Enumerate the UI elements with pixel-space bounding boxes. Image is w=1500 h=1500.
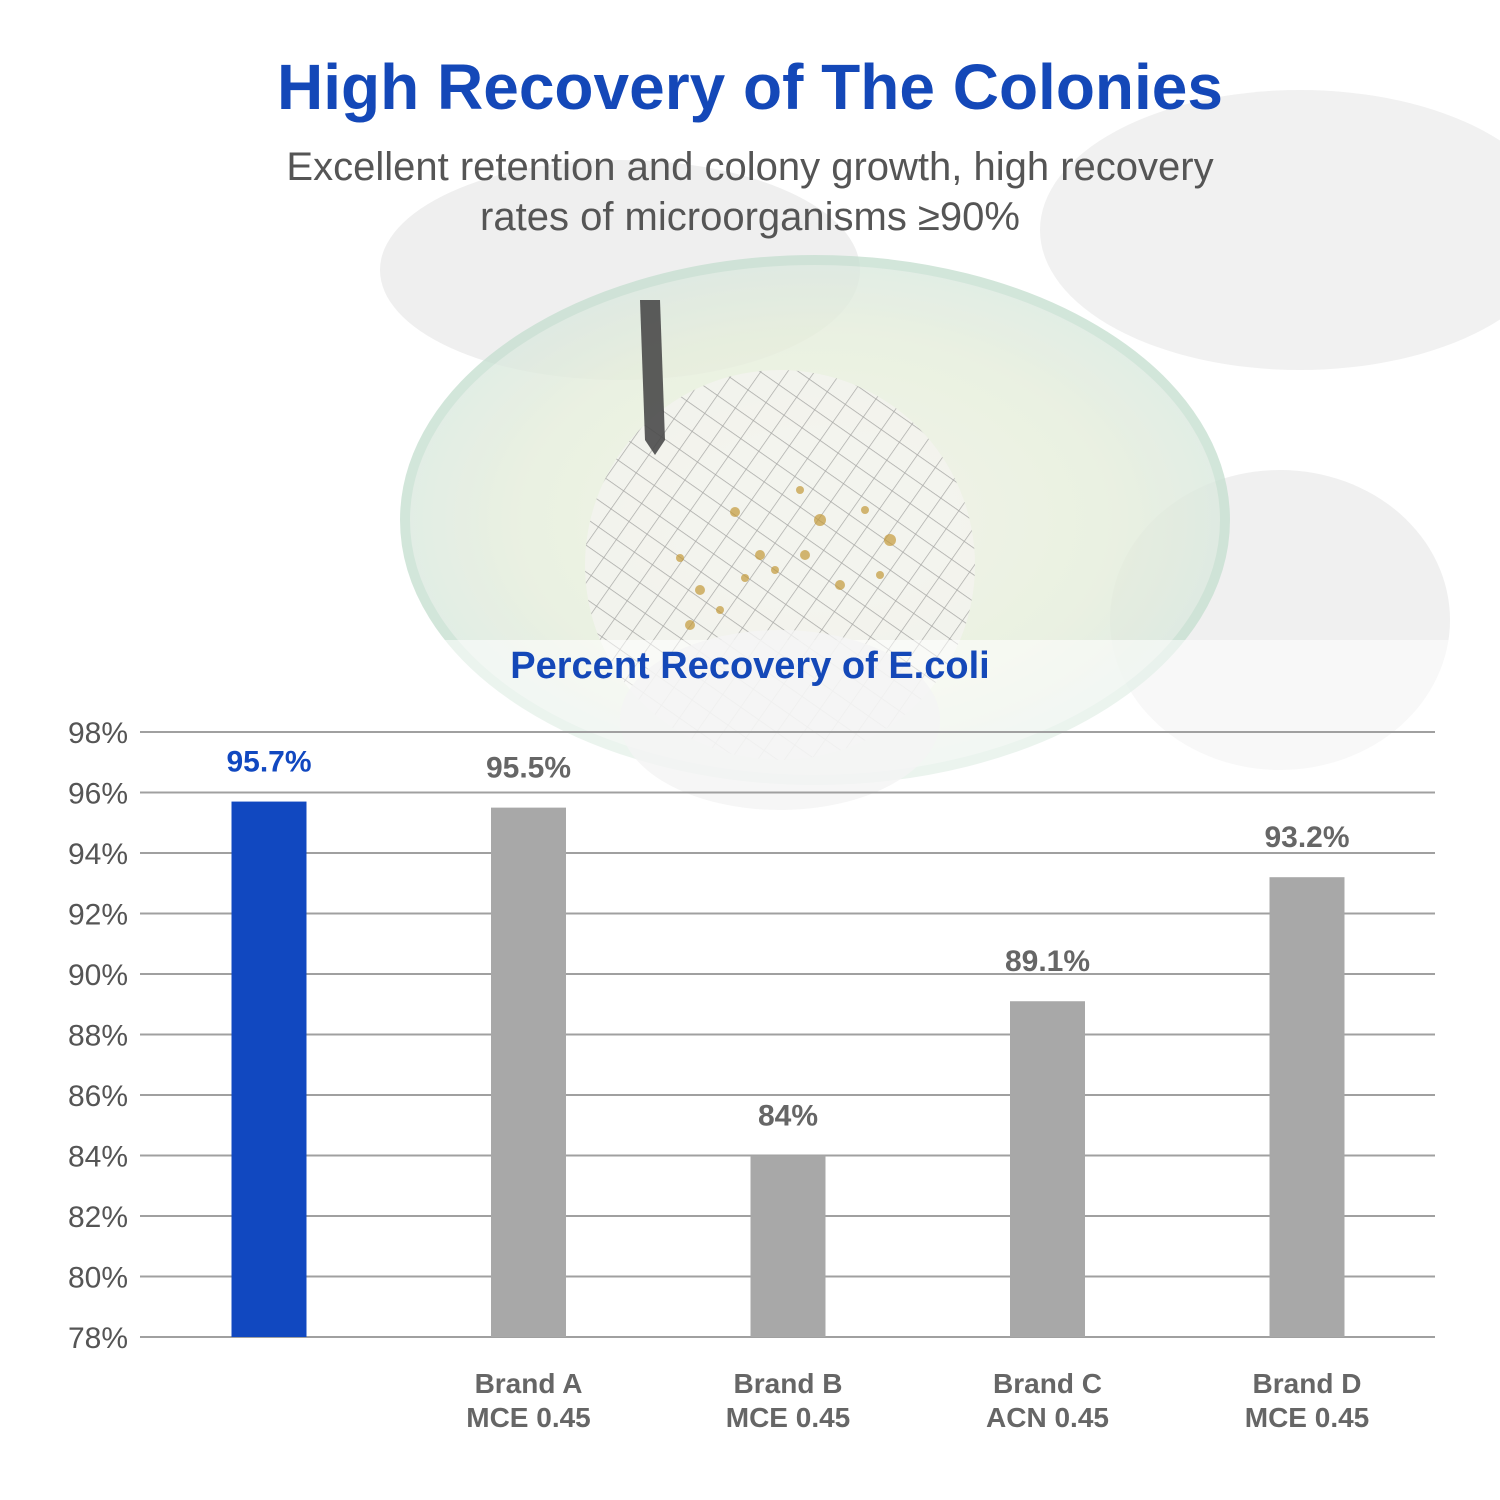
forceps xyxy=(640,300,665,455)
category-label: Brand C xyxy=(993,1368,1102,1399)
page-headline: High Recovery of The Colonies xyxy=(277,51,1223,123)
page-subtitle: Excellent retention and colony growth, h… xyxy=(200,142,1300,242)
bar-value-label: 95.5% xyxy=(486,752,571,785)
glove-shape xyxy=(620,630,940,810)
bar-value-label: 89.1% xyxy=(1005,945,1090,978)
y-tick-label: 94% xyxy=(68,838,128,871)
category-label: Brand A xyxy=(475,1368,583,1399)
bar-0 xyxy=(231,801,307,1337)
category-label: MCE 0.45 xyxy=(726,1402,851,1433)
y-tick-label: 78% xyxy=(68,1322,128,1355)
category-label: MCE 0.45 xyxy=(1245,1402,1370,1433)
y-tick-label: 98% xyxy=(68,717,128,750)
y-axis-ticks: 78% 80% 82% 84% 86% 88% 90% 92% 94% 96% 98% xyxy=(68,717,128,1355)
bars xyxy=(231,801,1345,1337)
y-tick-label: 96% xyxy=(68,778,128,811)
chart-title: Percent Recovery of E.coli xyxy=(510,645,990,687)
y-tick-label: 90% xyxy=(68,959,128,992)
subtitle-line-2: rates of microorganisms ≥90% xyxy=(480,195,1020,239)
category-label: Brand D xyxy=(1253,1368,1362,1399)
bar-2 xyxy=(750,1155,826,1337)
y-tick-label: 80% xyxy=(68,1262,128,1295)
y-tick-label: 86% xyxy=(68,1080,128,1113)
y-tick-label: 92% xyxy=(68,899,128,932)
bar-value-label: 95.7% xyxy=(226,746,311,779)
bar-value-label: 84% xyxy=(758,1100,818,1133)
category-label: MCE 0.45 xyxy=(466,1402,591,1433)
subtitle-line-1: Excellent retention and colony growth, h… xyxy=(286,145,1214,189)
category-label: Brand B xyxy=(734,1368,843,1399)
colony-dots xyxy=(676,486,896,630)
y-tick-label: 84% xyxy=(68,1141,128,1174)
bar-4 xyxy=(1269,877,1345,1337)
glove-shape xyxy=(1040,90,1500,370)
y-tick-label: 82% xyxy=(68,1201,128,1234)
category-label: ACN 0.45 xyxy=(986,1402,1109,1433)
bar-value-label: 93.2% xyxy=(1264,821,1349,854)
value-labels: 95.7% 95.5% 84% 89.1% 93.2% xyxy=(226,746,1349,1133)
bar-3 xyxy=(1010,1001,1085,1337)
y-tick-label: 88% xyxy=(68,1020,128,1053)
bar-1 xyxy=(491,807,566,1337)
